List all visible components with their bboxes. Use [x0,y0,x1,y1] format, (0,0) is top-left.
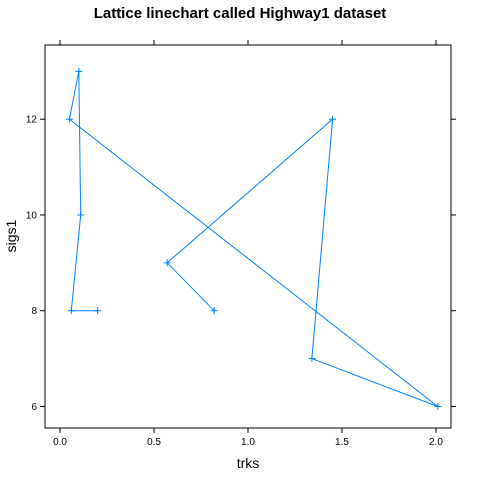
y-axis: 6 8 10 12 [26,115,456,413]
chart-title: Lattice linechart called Highway1 datase… [94,5,387,22]
x-tick-label: 0.5 [147,437,161,448]
data-point [329,115,337,123]
data-point [94,307,102,315]
data-point [308,355,316,363]
x-tick-label: 2.0 [429,437,443,448]
data-point [434,402,442,410]
y-tick-label: 10 [26,210,38,221]
x-tick-label: 1.0 [241,437,255,448]
y-axis-label: sigs1 [3,219,19,252]
data-point [67,307,75,315]
y-tick-label: 6 [31,402,37,413]
x-tick-label: 1.5 [335,437,349,448]
x-axis-label: trks [237,455,260,471]
series-layer [65,67,442,410]
data-point [77,211,85,219]
y-tick-label: 8 [31,306,37,317]
data-point [163,259,171,267]
x-axis: 0.0 0.5 1.0 1.5 2.0 [53,40,443,448]
data-point [65,115,73,123]
series-line [68,71,439,407]
y-tick-label: 12 [26,115,38,126]
x-tick-label: 0.0 [53,437,67,448]
data-point [210,307,218,315]
plot-frame [44,44,452,429]
data-point [75,67,83,75]
